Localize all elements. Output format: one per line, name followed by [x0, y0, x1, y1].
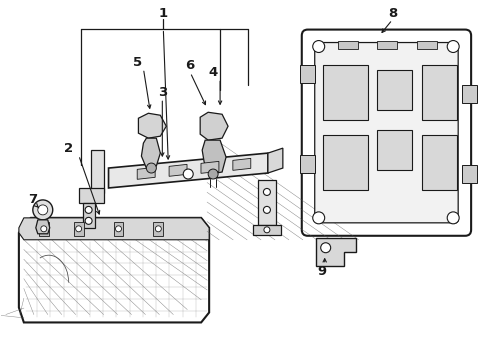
Bar	[338, 41, 358, 49]
Bar	[422, 135, 457, 190]
Bar	[153, 222, 163, 236]
Text: 4: 4	[209, 66, 218, 79]
Bar	[323, 66, 368, 120]
Circle shape	[116, 226, 122, 232]
Text: 7: 7	[28, 193, 37, 206]
Circle shape	[264, 206, 270, 213]
Bar	[300, 66, 315, 84]
Polygon shape	[200, 112, 228, 140]
Circle shape	[208, 169, 218, 179]
Polygon shape	[316, 238, 356, 266]
Circle shape	[321, 243, 331, 253]
Circle shape	[264, 227, 270, 233]
Polygon shape	[268, 148, 283, 173]
Polygon shape	[19, 218, 209, 240]
Text: 9: 9	[317, 265, 326, 278]
Bar	[323, 135, 368, 190]
FancyBboxPatch shape	[302, 30, 471, 236]
Circle shape	[75, 226, 82, 232]
Circle shape	[447, 41, 459, 53]
Text: 8: 8	[388, 7, 397, 20]
Bar	[462, 165, 477, 183]
Polygon shape	[137, 167, 155, 179]
Circle shape	[264, 189, 270, 195]
Bar	[462, 85, 477, 103]
Text: 3: 3	[158, 86, 167, 99]
Polygon shape	[138, 113, 166, 138]
Polygon shape	[142, 138, 160, 168]
Bar	[377, 71, 413, 110]
Circle shape	[313, 41, 325, 53]
Polygon shape	[233, 158, 251, 170]
Bar	[300, 155, 315, 173]
Bar	[422, 66, 457, 120]
Circle shape	[155, 226, 161, 232]
Polygon shape	[36, 220, 50, 234]
Text: 2: 2	[64, 141, 73, 155]
Polygon shape	[91, 150, 103, 193]
Circle shape	[313, 212, 325, 224]
Bar	[377, 41, 397, 49]
Circle shape	[147, 163, 156, 173]
Text: 5: 5	[133, 56, 142, 69]
Bar	[114, 222, 123, 236]
Polygon shape	[253, 225, 281, 235]
Polygon shape	[202, 140, 226, 174]
FancyBboxPatch shape	[315, 42, 458, 223]
Circle shape	[85, 217, 92, 224]
Polygon shape	[78, 188, 103, 203]
Polygon shape	[258, 180, 276, 225]
Text: 6: 6	[186, 59, 195, 72]
Bar	[377, 130, 413, 170]
Polygon shape	[169, 165, 187, 176]
Text: 1: 1	[159, 7, 168, 20]
Circle shape	[41, 226, 47, 232]
Circle shape	[33, 200, 53, 220]
Polygon shape	[83, 203, 95, 228]
Polygon shape	[19, 218, 209, 323]
Bar	[39, 222, 49, 236]
Polygon shape	[108, 153, 268, 188]
Polygon shape	[201, 161, 219, 173]
Circle shape	[183, 169, 193, 179]
Bar	[417, 41, 437, 49]
Bar	[74, 222, 84, 236]
Circle shape	[38, 205, 48, 215]
Circle shape	[447, 212, 459, 224]
Circle shape	[85, 206, 92, 213]
